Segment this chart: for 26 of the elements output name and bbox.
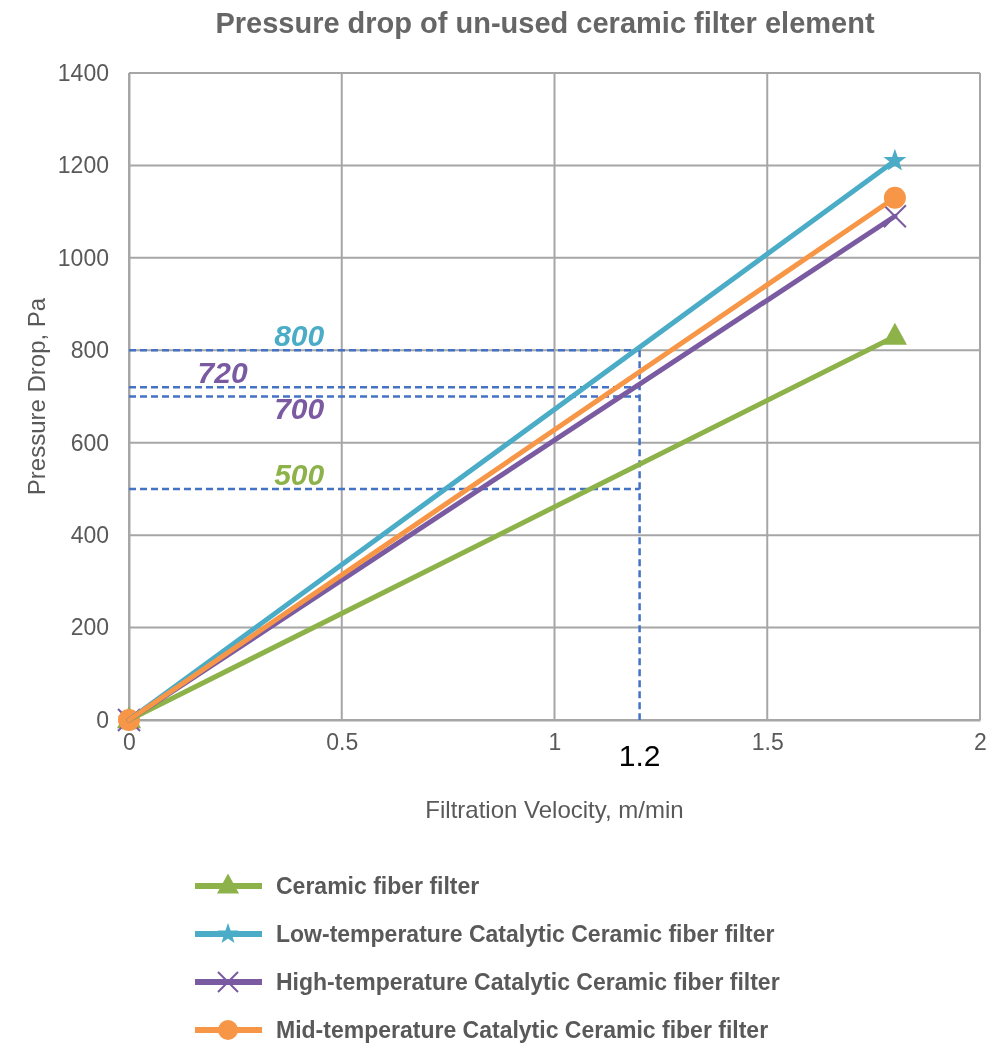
y-tick-label: 400	[70, 522, 109, 548]
y-tick-label: 200	[70, 614, 109, 641]
y-tick-label: 1000	[57, 244, 109, 271]
legend-label: Low-temperature Catalytic Ceramic fiber filter	[276, 921, 775, 947]
y-tick-label: 0	[96, 706, 109, 733]
ref-line-label: 720	[197, 356, 248, 390]
y-axis-title: Pressure Drop, Pa	[23, 297, 50, 496]
point	[882, 204, 907, 229]
ref-line-label: 700	[274, 391, 325, 425]
legend-label: Mid-temperature Catalytic Ceramic fiber filter	[276, 1017, 769, 1043]
legend-label: Ceramic fiber filter	[276, 873, 480, 899]
ref-line-label: 1.2	[618, 739, 661, 772]
y-tick-label: 1400	[57, 59, 109, 86]
ref-line-label: 800	[274, 319, 325, 353]
y-tick-label: 600	[70, 429, 109, 456]
chart-title: Pressure drop of un-used ceramic filter element	[215, 7, 875, 39]
legend-label: High-temperature Catalytic Ceramic fiber filter	[276, 969, 780, 995]
x-tick-label: 1	[548, 729, 562, 756]
y-tick-label: 800	[70, 337, 109, 364]
x-tick-label: 0.5	[326, 729, 359, 756]
x-axis-title: Filtration Velocity, m/min	[425, 796, 684, 823]
x-tick-label: 0	[123, 729, 136, 756]
x-tick-label: 2	[974, 729, 987, 756]
x-tick-label: 1.5	[751, 729, 784, 756]
ref-line-label: 500	[274, 457, 325, 491]
y-tick-label: 1200	[57, 152, 109, 179]
